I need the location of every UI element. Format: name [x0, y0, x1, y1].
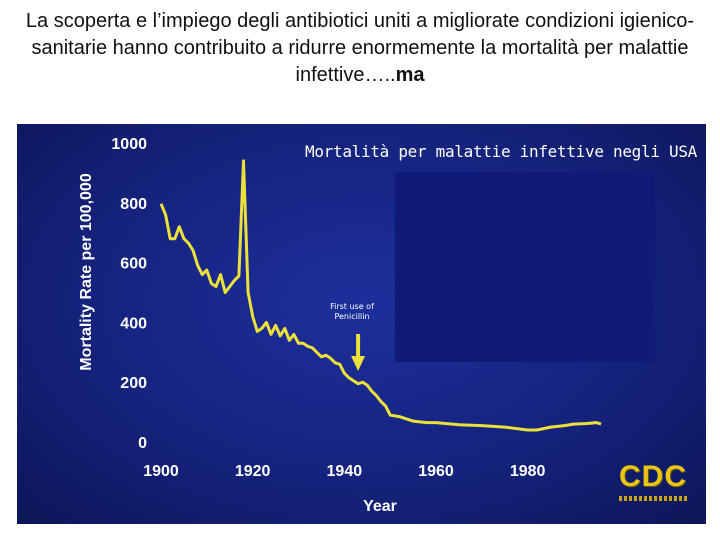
y-tick-label: 200 — [120, 375, 147, 392]
x-tick-label: 1920 — [235, 463, 271, 480]
mortality-line-chart: Mortality Rate per 100,000 Year 0 200 400 6… — [78, 136, 602, 515]
annotation-line-1: First use of — [330, 302, 374, 311]
annotation-line-2: Penicillin — [334, 312, 370, 321]
slide-title-emphasis: ma — [395, 64, 425, 86]
slide-title: La scoperta e l’impiego degli antibiotic… — [10, 8, 710, 89]
x-tick-label: 1900 — [143, 463, 179, 480]
chart-title: Mortalità per malattie infettive negli U… — [305, 142, 697, 161]
y-axis-label: Mortality Rate per 100,000 — [78, 173, 95, 371]
y-tick-label: 600 — [120, 256, 147, 273]
x-tick-label: 1940 — [327, 463, 363, 480]
x-axis-ticks: 1900 1920 1940 1960 1980 — [143, 463, 545, 480]
cdc-logo-text: CDC — [619, 460, 687, 493]
mortality-series-line — [159, 159, 602, 432]
x-tick-label: 1980 — [510, 463, 546, 480]
y-axis-ticks: 0 200 400 600 800 1000 — [111, 136, 147, 452]
cdc-logo-subline — [619, 496, 689, 501]
y-tick-label: 0 — [138, 435, 147, 452]
penicillin-annotation: First use of Penicillin — [312, 302, 392, 322]
chart-overlay-box — [395, 172, 655, 362]
y-tick-label: 800 — [120, 196, 147, 213]
chart-panel: Mortality Rate per 100,000 Year 0 200 400 6… — [17, 124, 706, 524]
cdc-logo: CDC — [619, 460, 697, 512]
x-axis-label: Year — [363, 498, 397, 515]
slide-title-text: La scoperta e l’impiego degli antibiotic… — [25, 10, 695, 86]
x-tick-label: 1960 — [418, 463, 454, 480]
y-tick-label: 1000 — [111, 136, 147, 153]
y-tick-label: 400 — [120, 315, 147, 332]
down-arrow-icon — [351, 334, 366, 371]
